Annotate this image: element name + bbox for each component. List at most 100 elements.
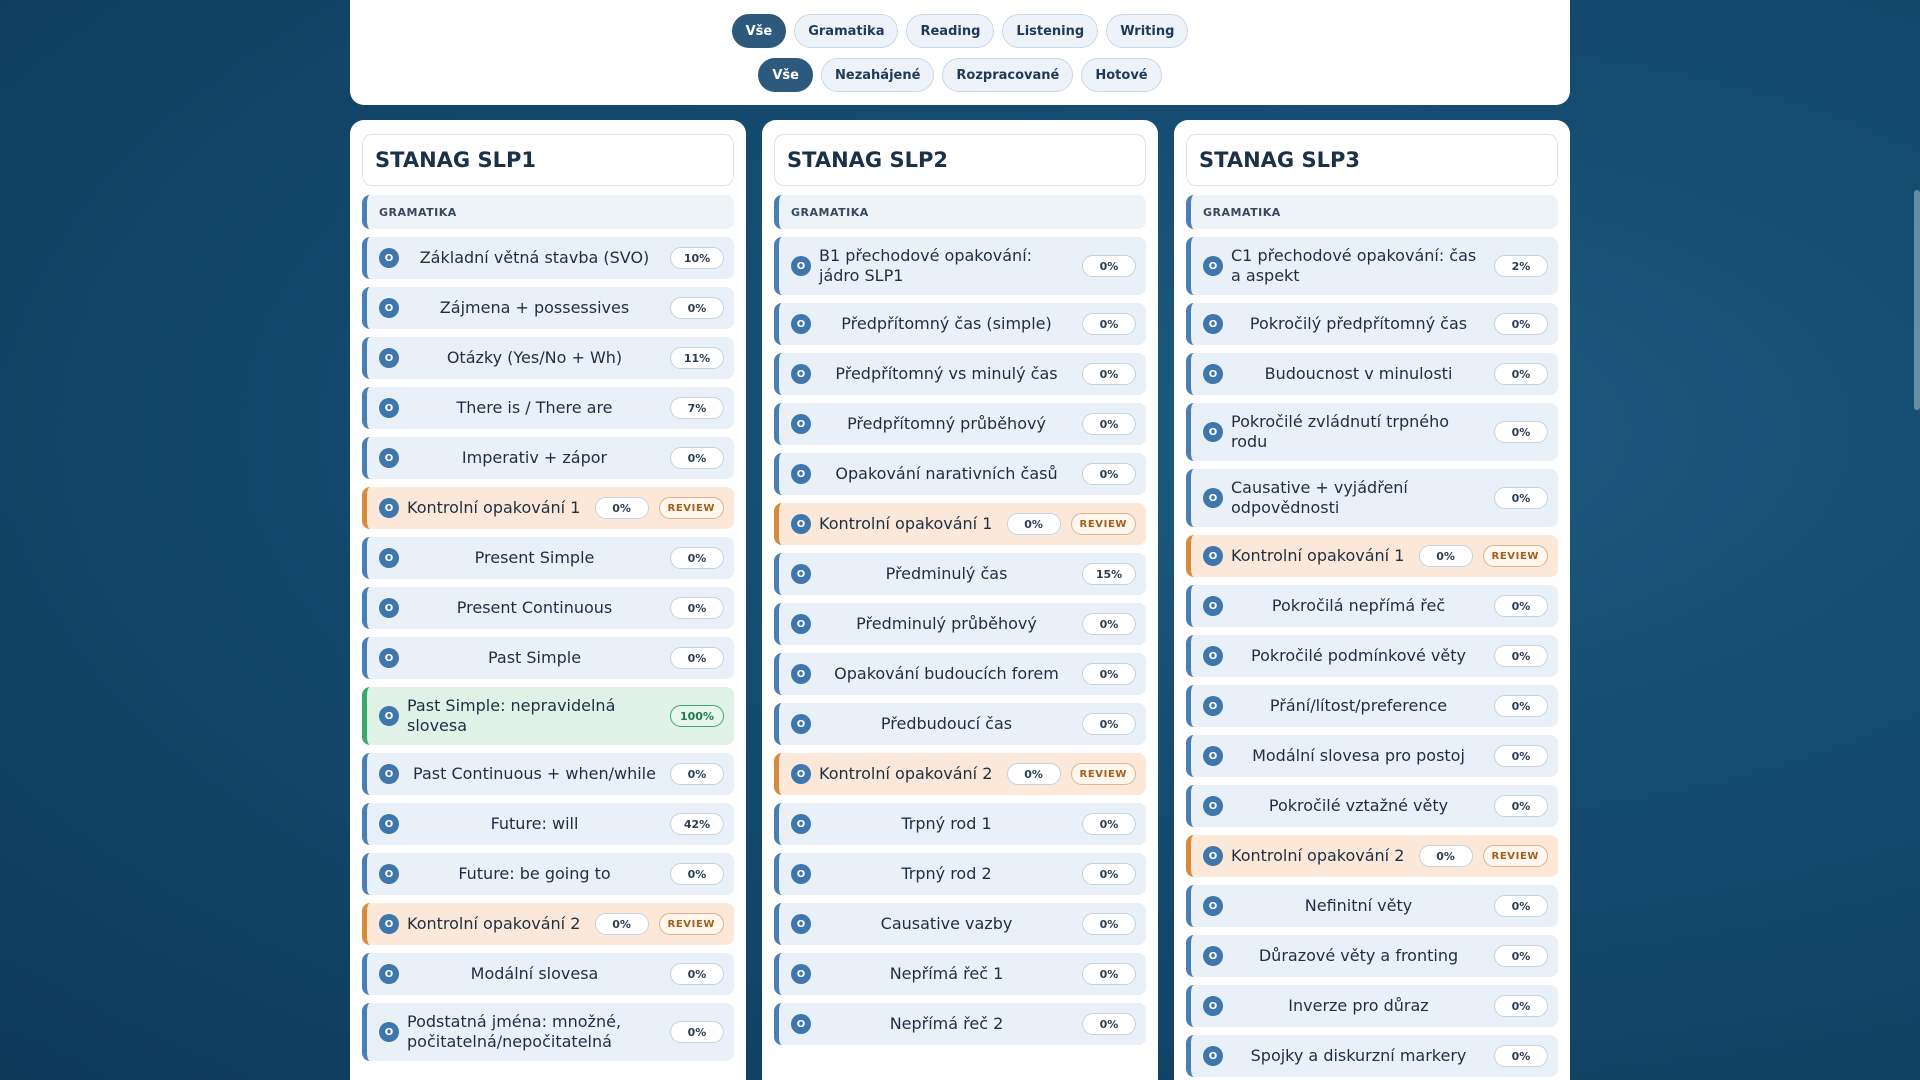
lesson-item[interactable]: O Past Continuous + when/while 0%	[362, 753, 734, 795]
lesson-item[interactable]: O Modální slovesa pro postoj 0%	[1186, 735, 1558, 777]
lesson-item[interactable]: O Imperativ + zápor 0%	[362, 437, 734, 479]
lesson-item[interactable]: O Předminulý průběhový 0%	[774, 603, 1146, 645]
progress-badge: 0%	[1082, 363, 1136, 385]
lesson-item[interactable]: O C1 přechodové opakování: čas a aspekt 2%	[1186, 237, 1558, 295]
lesson-item[interactable]: O Přání/lítost/preference 0%	[1186, 685, 1558, 727]
lesson-item[interactable]: O Nepřímá řeč 2 0%	[774, 1003, 1146, 1045]
lesson-title: Pokročilé zvládnutí trpného rodu	[1231, 412, 1450, 451]
lesson-item[interactable]: O Předpřítomný průběhový 0%	[774, 403, 1146, 445]
lesson-title: Causative vazby	[880, 914, 1013, 933]
lesson-status-icon: O	[791, 1014, 811, 1034]
lesson-item[interactable]: O Nefinitní věty 0%	[1186, 885, 1558, 927]
review-lesson-item[interactable]: O Kontrolní opakování 1 0% REVIEW	[362, 487, 734, 529]
filter-category-reading[interactable]: Reading	[906, 14, 995, 48]
filter-status-all[interactable]: Vše	[758, 58, 813, 92]
lesson-item[interactable]: O Pokročilý předpřítomný čas 0%	[1186, 303, 1558, 345]
lesson-item[interactable]: O Zájmena + possessives 0%	[362, 287, 734, 329]
filter-category-writing[interactable]: Writing	[1106, 14, 1189, 48]
lesson-item[interactable]: O Předminulý čas 15%	[774, 553, 1146, 595]
lesson-item[interactable]: O Předpřítomný čas (simple) 0%	[774, 303, 1146, 345]
lesson-item[interactable]: O Otázky (Yes/No + Wh) 11%	[362, 337, 734, 379]
review-lesson-item[interactable]: O Kontrolní opakování 2 0% REVIEW	[1186, 835, 1558, 877]
lesson-title: Opakování narativních časů	[835, 464, 1058, 483]
lesson-item[interactable]: O Spojky a diskurzní markery 0%	[1186, 1035, 1558, 1077]
lesson-status-icon: O	[791, 714, 811, 734]
lesson-item[interactable]: O Past Simple 0%	[362, 637, 734, 679]
lesson-title: Kontrolní opakování 2	[819, 764, 993, 783]
lesson-item[interactable]: O Causative vazby 0%	[774, 903, 1146, 945]
lesson-status-icon: O	[1203, 596, 1223, 616]
lesson-title: B1 přechodové opakování: jádro SLP1	[819, 246, 1033, 285]
lesson-item[interactable]: O B1 přechodové opakování: jádro SLP1 0%	[774, 237, 1146, 295]
lesson-item[interactable]: O Předbudoucí čas 0%	[774, 703, 1146, 745]
filter-category-all[interactable]: Vše	[731, 14, 787, 48]
lesson-item[interactable]: O Trpný rod 1 0%	[774, 803, 1146, 845]
lesson-item[interactable]: O Pokročilá nepřímá řeč 0%	[1186, 585, 1558, 627]
lesson-item[interactable]: O Modální slovesa 0%	[362, 953, 734, 995]
lesson-item[interactable]: O Past Simple: nepravidelná slovesa 100%	[362, 687, 734, 745]
lesson-title: Podstatná jména: množné, počitatelná/nep…	[407, 1012, 622, 1051]
filter-status-not-started[interactable]: Nezahájené	[821, 58, 935, 92]
lesson-item[interactable]: O Pokročilé vztažné věty 0%	[1186, 785, 1558, 827]
progress-badge: 0%	[670, 447, 724, 469]
lesson-status-icon: O	[1203, 422, 1223, 442]
page-scrollbar-thumb[interactable]	[1914, 190, 1920, 410]
lesson-item[interactable]: O Future: will 42%	[362, 803, 734, 845]
lesson-status-icon: O	[1203, 546, 1223, 566]
progress-badge: 100%	[670, 705, 724, 727]
progress-badge: 0%	[1494, 895, 1548, 917]
progress-badge: 0%	[1494, 945, 1548, 967]
filter-category-listening[interactable]: Listening	[1002, 14, 1099, 48]
progress-badge: 0%	[1082, 963, 1136, 985]
lesson-item[interactable]: O Present Simple 0%	[362, 537, 734, 579]
progress-badge: 0%	[670, 297, 724, 319]
progress-badge: 0%	[1494, 695, 1548, 717]
filter-category-grammar[interactable]: Gramatika	[794, 14, 899, 48]
lesson-item[interactable]: O Future: be going to 0%	[362, 853, 734, 895]
lesson-item[interactable]: O Důrazové věty a fronting 0%	[1186, 935, 1558, 977]
lesson-title: Pokročilá nepřímá řeč	[1271, 596, 1446, 615]
lesson-item[interactable]: O There is / There are 7%	[362, 387, 734, 429]
lesson-item[interactable]: O Základní větná stavba (SVO) 10%	[362, 237, 734, 279]
lesson-title: Causative + vyjádření odpovědnosti	[1231, 478, 1408, 517]
lesson-status-icon: O	[379, 248, 399, 268]
progress-badge: 0%	[1494, 313, 1548, 335]
lesson-item[interactable]: O Pokročilé podmínkové věty 0%	[1186, 635, 1558, 677]
lesson-item[interactable]: O Causative + vyjádření odpovědnosti 0%	[1186, 469, 1558, 527]
lesson-status-icon: O	[791, 464, 811, 484]
lesson-item[interactable]: O Budoucnost v minulosti 0%	[1186, 353, 1558, 395]
filter-status-in-progress[interactable]: Rozpracované	[942, 58, 1074, 92]
lesson-item[interactable]: O Nepřímá řeč 1 0%	[774, 953, 1146, 995]
lesson-item[interactable]: O Předpřítomný vs minulý čas 0%	[774, 353, 1146, 395]
review-lesson-item[interactable]: O Kontrolní opakování 1 0% REVIEW	[1186, 535, 1558, 577]
lesson-item[interactable]: O Podstatná jména: množné, počitatelná/ne…	[362, 1003, 734, 1061]
column-slp1: STANAG SLP1 GRAMATIKA O Základní větná stav…	[350, 120, 746, 1080]
lesson-item[interactable]: O Opakování narativních časů 0%	[774, 453, 1146, 495]
review-lesson-item[interactable]: O Kontrolní opakování 2 0% REVIEW	[774, 753, 1146, 795]
section-label: GRAMATIKA	[1186, 195, 1558, 229]
lesson-title: Předpřítomný vs minulý čas	[835, 364, 1058, 383]
review-lesson-item[interactable]: O Kontrolní opakování 2 0% REVIEW	[362, 903, 734, 945]
progress-badge: 0%	[1418, 545, 1473, 567]
lesson-status-icon: O	[379, 864, 399, 884]
lesson-status-icon: O	[1203, 796, 1223, 816]
lesson-title: Přání/lítost/preference	[1269, 696, 1448, 715]
lesson-item[interactable]: O Inverze pro důraz 0%	[1186, 985, 1558, 1027]
lesson-item[interactable]: O Trpný rod 2 0%	[774, 853, 1146, 895]
lesson-status-icon: O	[791, 764, 811, 784]
progress-badge: 0%	[1494, 1045, 1548, 1067]
progress-badge: 0%	[1494, 995, 1548, 1017]
lesson-status-icon: O	[1203, 746, 1223, 766]
lesson-title: Kontrolní opakování 1	[1231, 546, 1405, 565]
lesson-item[interactable]: O Opakování budoucích forem 0%	[774, 653, 1146, 695]
column-title: STANAG SLP2	[774, 134, 1146, 186]
review-lesson-item[interactable]: O Kontrolní opakování 1 0% REVIEW	[774, 503, 1146, 545]
lesson-title: Opakování budoucích forem	[834, 664, 1059, 683]
lesson-status-icon: O	[379, 448, 399, 468]
lesson-status-icon: O	[379, 1022, 399, 1042]
lesson-item[interactable]: O Pokročilé zvládnutí trpného rodu 0%	[1186, 403, 1558, 461]
progress-badge: 0%	[1494, 795, 1548, 817]
lesson-item[interactable]: O Present Continuous 0%	[362, 587, 734, 629]
filter-status-done[interactable]: Hotové	[1081, 58, 1162, 92]
lesson-title: Pokročilý předpřítomný čas	[1249, 314, 1468, 333]
